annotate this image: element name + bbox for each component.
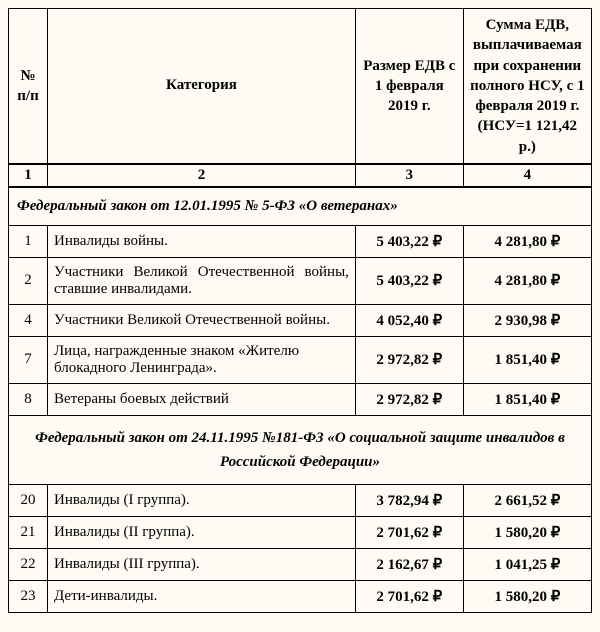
- row-category: Инвалиды (II группа).: [48, 516, 356, 548]
- row-amount-nsu: 1 851,40 ₽: [463, 383, 591, 415]
- row-category: Дети-инвалиды.: [48, 580, 356, 612]
- colnum-1: 1: [9, 164, 48, 187]
- row-category: Участники Великой Отечественной войны.: [48, 304, 356, 336]
- row-amount-full: 2 162,67 ₽: [355, 548, 463, 580]
- row-amount-nsu: 4 281,80 ₽: [463, 257, 591, 304]
- row-amount-full: 2 701,62 ₽: [355, 516, 463, 548]
- colnum-2: 2: [48, 164, 356, 187]
- row-category: Участники Великой Отечественной войны, с…: [48, 257, 356, 304]
- row-number: 2: [9, 257, 48, 304]
- row-amount-nsu: 1 580,20 ₽: [463, 580, 591, 612]
- row-amount-full: 5 403,22 ₽: [355, 257, 463, 304]
- row-category: Инвалиды (I группа).: [48, 484, 356, 516]
- row-amount-full: 2 972,82 ₽: [355, 383, 463, 415]
- row-number: 23: [9, 580, 48, 612]
- row-amount-full: 5 403,22 ₽: [355, 225, 463, 257]
- table-row: 4Участники Великой Отечественной войны.4…: [9, 304, 592, 336]
- benefits-table: № п/п Категория Размер ЕДВ с 1 февраля 2…: [8, 8, 592, 613]
- row-number: 22: [9, 548, 48, 580]
- table-row: 2Участники Великой Отечественной войны, …: [9, 257, 592, 304]
- row-amount-nsu: 1 580,20 ₽: [463, 516, 591, 548]
- row-amount-nsu: 2 661,52 ₽: [463, 484, 591, 516]
- table-row: 22Инвалиды (III группа).2 162,67 ₽1 041,…: [9, 548, 592, 580]
- section-1-text: Федеральный закон от 12.01.1995 № 5-ФЗ «…: [9, 187, 592, 226]
- table-row: 7Лица, награжденные знаком «Жителю блока…: [9, 336, 592, 383]
- header-col3: Размер ЕДВ с 1 февраля 2019 г.: [355, 9, 463, 164]
- section-2-text: Федеральный закон от 24.11.1995 №181-ФЗ …: [9, 415, 592, 484]
- row-amount-full: 3 782,94 ₽: [355, 484, 463, 516]
- header-row: № п/п Категория Размер ЕДВ с 1 февраля 2…: [9, 9, 592, 164]
- colnum-3: 3: [355, 164, 463, 187]
- table-row: 1Инвалиды войны.5 403,22 ₽4 281,80 ₽: [9, 225, 592, 257]
- row-amount-full: 4 052,40 ₽: [355, 304, 463, 336]
- row-amount-nsu: 1 851,40 ₽: [463, 336, 591, 383]
- table-row: 8Ветераны боевых действий2 972,82 ₽1 851…: [9, 383, 592, 415]
- row-category: Ветераны боевых действий: [48, 383, 356, 415]
- row-category: Инвалиды (III группа).: [48, 548, 356, 580]
- column-number-row: 1 2 3 4: [9, 164, 592, 187]
- table-row: 21Инвалиды (II группа).2 701,62 ₽1 580,2…: [9, 516, 592, 548]
- row-number: 20: [9, 484, 48, 516]
- section-2-title: Федеральный закон от 24.11.1995 №181-ФЗ …: [9, 415, 592, 484]
- colnum-4: 4: [463, 164, 591, 187]
- row-amount-full: 2 972,82 ₽: [355, 336, 463, 383]
- row-category: Лица, награжденные знаком «Жителю блокад…: [48, 336, 356, 383]
- header-category: Категория: [48, 9, 356, 164]
- table-row: 23Дети-инвалиды.2 701,62 ₽1 580,20 ₽: [9, 580, 592, 612]
- row-number: 1: [9, 225, 48, 257]
- row-amount-nsu: 2 930,98 ₽: [463, 304, 591, 336]
- row-amount-full: 2 701,62 ₽: [355, 580, 463, 612]
- row-number: 4: [9, 304, 48, 336]
- row-amount-nsu: 4 281,80 ₽: [463, 225, 591, 257]
- row-amount-nsu: 1 041,25 ₽: [463, 548, 591, 580]
- section-1-title: Федеральный закон от 12.01.1995 № 5-ФЗ «…: [9, 187, 592, 226]
- table-body: 1 2 3 4 Федеральный закон от 12.01.1995 …: [9, 164, 592, 613]
- row-number: 8: [9, 383, 48, 415]
- row-number: 21: [9, 516, 48, 548]
- row-number: 7: [9, 336, 48, 383]
- table-row: 20Инвалиды (I группа).3 782,94 ₽2 661,52…: [9, 484, 592, 516]
- header-num: № п/п: [9, 9, 48, 164]
- header-col4: Сумма ЕДВ, выплачиваемая при сохранении …: [463, 9, 591, 164]
- row-category: Инвалиды войны.: [48, 225, 356, 257]
